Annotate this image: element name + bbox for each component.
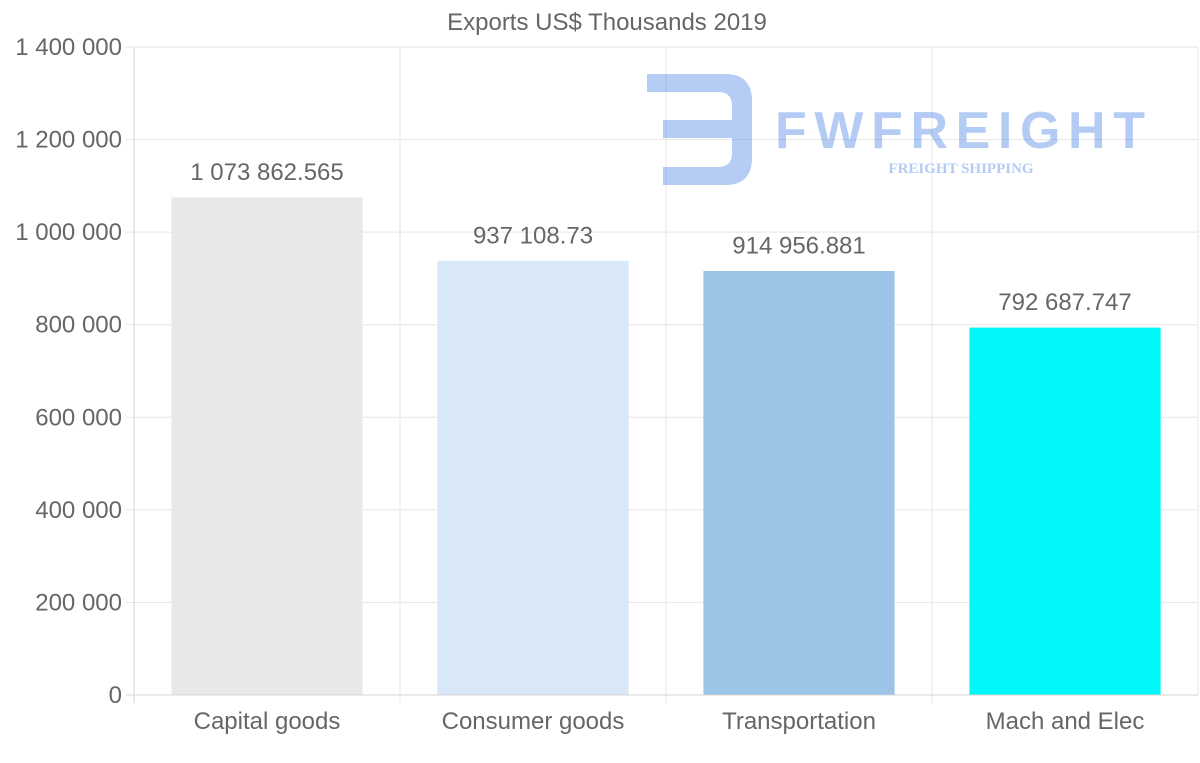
data-label: 914 956.881 bbox=[732, 233, 865, 260]
axes bbox=[126, 47, 1198, 703]
fw-logo-icon bbox=[647, 74, 752, 185]
y-tick-label: 200 000 bbox=[35, 589, 122, 616]
y-tick-label: 1 400 000 bbox=[15, 34, 122, 61]
bar-transportation[interactable] bbox=[703, 271, 895, 696]
bar-capital-goods[interactable] bbox=[171, 197, 363, 696]
y-tick-label: 1 000 000 bbox=[15, 219, 122, 246]
y-tick-label: 400 000 bbox=[35, 497, 122, 524]
watermark-logo: FWFREIGHT FREIGHT SHIPPING bbox=[647, 74, 1145, 185]
bars bbox=[171, 197, 1161, 696]
x-axis-ticks: Capital goods Consumer goods Transportatio… bbox=[194, 708, 1145, 735]
y-tick-label: 600 000 bbox=[35, 404, 122, 431]
chart-title: Exports US$ Thousands 2019 bbox=[447, 9, 767, 36]
x-tick-label: Transportation bbox=[722, 708, 876, 735]
y-tick-label: 1 200 000 bbox=[15, 127, 122, 154]
y-tick-label: 800 000 bbox=[35, 312, 122, 339]
data-label: 1 073 862.565 bbox=[190, 159, 343, 186]
bar-consumer-goods[interactable] bbox=[437, 260, 629, 696]
watermark-tagline: FREIGHT SHIPPING bbox=[888, 161, 1033, 177]
y-tick-label: 0 bbox=[109, 682, 122, 709]
bar-mach-and-elec[interactable] bbox=[969, 327, 1161, 696]
x-tick-label: Consumer goods bbox=[442, 708, 625, 735]
watermark-brand: FWFREIGHT bbox=[775, 102, 1145, 160]
data-label: 937 108.73 bbox=[473, 222, 593, 249]
data-labels: 1 073 862.565 937 108.73 914 956.881 792 68… bbox=[190, 159, 1131, 316]
x-tick-label: Mach and Elec bbox=[986, 708, 1145, 735]
y-axis-ticks: 0 200 000 400 000 600 000 800 000 1 000 000 1 … bbox=[15, 34, 122, 709]
data-label: 792 687.747 bbox=[998, 289, 1131, 316]
x-tick-label: Capital goods bbox=[194, 708, 341, 735]
